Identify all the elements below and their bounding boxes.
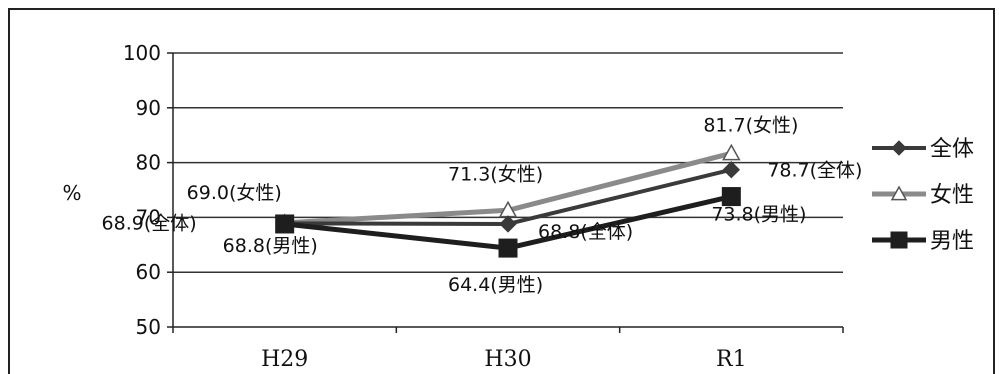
y-tick-label: 80 (136, 151, 161, 175)
y-tick-label: 50 (136, 315, 161, 339)
data-labels: 68.9(全体) 68.8(全体) 78.7(全体) 69.0(女性) 71.3(女性)… (102, 114, 863, 296)
legend-label: 女性 (930, 183, 974, 208)
data-point-square (498, 238, 518, 258)
data-point-diamond (499, 215, 517, 233)
data-label: 69.0(女性) (187, 182, 282, 204)
y-tick-label: 60 (136, 260, 161, 284)
chart-border (8, 8, 995, 374)
series-layer (275, 143, 741, 258)
y-axis-label: % (62, 181, 81, 205)
legend-marker-square (890, 231, 908, 249)
x-tick-label: R1 (716, 347, 747, 372)
data-label: 78.7(全体) (767, 160, 862, 182)
x-tick-label: H30 (484, 347, 531, 372)
data-label: 68.9(全体) (102, 212, 197, 234)
legend-label: 全体 (930, 137, 974, 162)
y-tick-label: 90 (136, 96, 161, 120)
data-label: 73.8(男性) (711, 204, 806, 226)
data-label: 81.7(女性) (703, 114, 798, 136)
legend-marker-diamond (891, 140, 907, 156)
legend-marker-triangle (890, 185, 908, 201)
data-point-square (275, 214, 295, 234)
x-tick-label: H29 (261, 347, 308, 372)
y-tick-label: 100 (123, 41, 161, 65)
data-label: 64.4(男性) (448, 274, 543, 296)
legend-label: 男性 (930, 229, 974, 254)
x-axis-ticks: H29 H30 R1 (172, 327, 844, 372)
y-tick-label: 70 (136, 205, 161, 229)
y-axis-ticks: 50 60 70 80 90 100 (123, 41, 173, 339)
data-label: 68.8(男性) (223, 235, 318, 257)
data-point-diamond (722, 161, 741, 179)
data-point-triangle (722, 143, 741, 161)
data-label: 71.3(女性) (448, 163, 543, 185)
data-label: 68.8(全体) (538, 221, 633, 243)
data-point-square (721, 187, 741, 207)
